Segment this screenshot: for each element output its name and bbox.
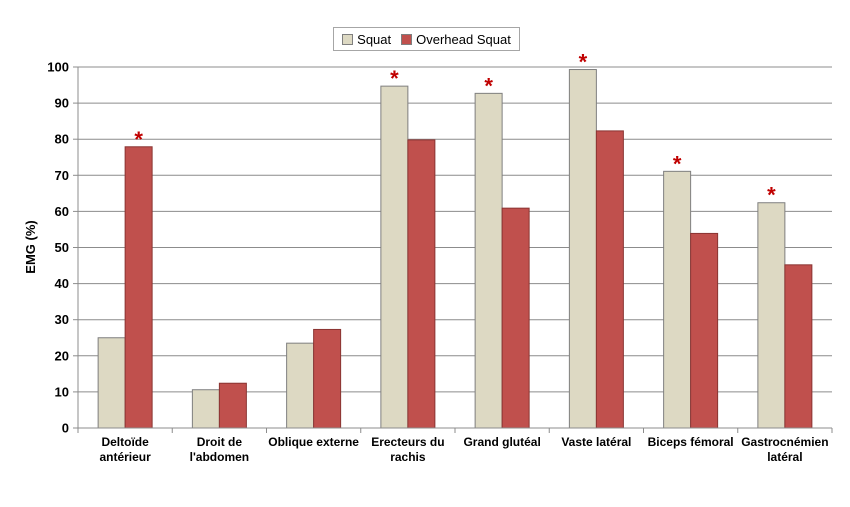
- bar-overhead-squat: [407, 139, 436, 429]
- legend-label-squat: Squat: [357, 31, 392, 47]
- y-tick-label: 40: [55, 276, 69, 291]
- bar-squat: [191, 389, 220, 429]
- x-tick-label: Erecteurs du rachis: [371, 435, 444, 464]
- significance-asterisk: *: [484, 73, 493, 98]
- bar-squat: [380, 85, 409, 429]
- axes: [77, 67, 832, 433]
- bar-overhead-squat: [595, 130, 624, 429]
- bar-squat: [568, 69, 597, 429]
- significance-asterisk: *: [134, 127, 143, 152]
- bars: [97, 69, 813, 429]
- x-tick-label: Gastrocnémien latéral: [741, 435, 828, 464]
- bar-squat: [474, 92, 503, 429]
- y-tick-label: 80: [55, 132, 69, 147]
- significance-asterisk: *: [390, 66, 399, 91]
- y-tick-label: 70: [55, 168, 69, 183]
- bar-overhead-squat: [784, 264, 813, 429]
- significance-asterisk: *: [673, 151, 682, 176]
- x-tick-label: Deltoïde antérieur: [99, 435, 151, 464]
- bar-squat: [286, 342, 315, 429]
- x-tick-label: Vaste latéral: [561, 435, 631, 449]
- significance-markers: * * * * * *: [134, 50, 776, 208]
- bar-overhead-squat: [313, 328, 342, 429]
- y-tick-label: 60: [55, 204, 69, 219]
- legend: Squat Overhead Squat: [333, 27, 520, 51]
- y-tick-label: 50: [55, 240, 69, 255]
- bar-squat: [757, 202, 786, 429]
- x-tick-label: Grand glutéal: [463, 435, 540, 449]
- y-tick-label: 30: [55, 312, 69, 327]
- bar-overhead-squat: [218, 382, 247, 429]
- legend-swatch-overhead-squat: [401, 33, 413, 45]
- legend-swatch-squat: [342, 33, 354, 45]
- x-tick-label: Biceps fémoral: [648, 435, 734, 449]
- tick-labels: 0 10 20 30 40 50 60 70 80 90 100 Deltoïde antérieur D…: [47, 60, 828, 465]
- bar-overhead-squat: [124, 146, 153, 429]
- bar-squat: [97, 337, 126, 429]
- y-axis-label: EMG (%): [23, 220, 38, 273]
- y-tick-label: 20: [55, 348, 69, 363]
- x-tick-label: Droit de l'abdomen: [190, 435, 250, 464]
- legend-label-overhead-squat: Overhead Squat: [416, 31, 511, 47]
- y-tick-label: 100: [47, 60, 69, 75]
- significance-asterisk: *: [579, 50, 588, 75]
- significance-asterisk: *: [767, 183, 776, 208]
- gridlines: [73, 66, 833, 433]
- bar-overhead-squat: [501, 207, 530, 429]
- legend-item-overhead-squat: Overhead Squat: [401, 32, 511, 47]
- y-tick-label: 10: [55, 384, 69, 399]
- legend-item-squat: Squat: [342, 32, 391, 47]
- y-tick-label: 0: [62, 421, 69, 436]
- bar-overhead-squat: [690, 232, 719, 429]
- y-tick-label: 90: [55, 96, 69, 111]
- bar-squat: [663, 170, 692, 429]
- x-tick-label: Oblique externe: [268, 435, 359, 449]
